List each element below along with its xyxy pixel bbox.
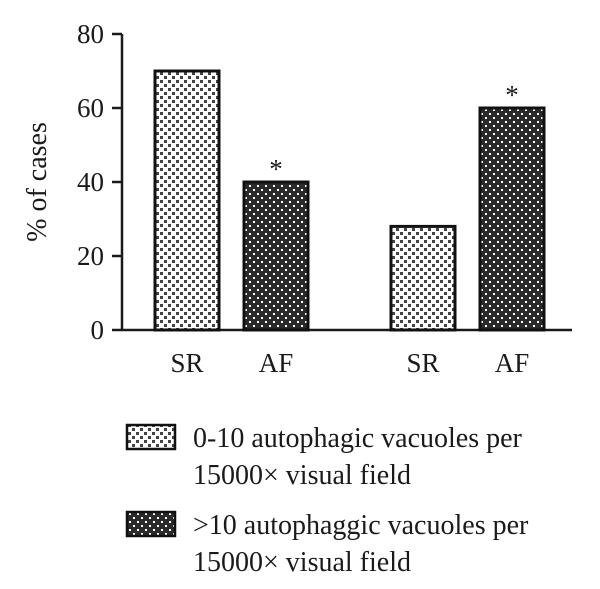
x-tick-label: AF bbox=[495, 348, 530, 378]
y-tick-label: 40 bbox=[77, 167, 104, 197]
legend-label: 15000× visual field bbox=[193, 460, 411, 491]
y-tick-label: 80 bbox=[77, 19, 104, 49]
legend-label: >10 autophaggic vacuoles per bbox=[193, 510, 529, 541]
legend-label: 15000× visual field bbox=[193, 547, 411, 578]
bar-af-group-2 bbox=[478, 106, 546, 332]
bars: ** bbox=[153, 69, 546, 332]
x-tick-label: AF bbox=[259, 348, 294, 378]
y-ticks: 0 20 40 60 80 bbox=[77, 19, 122, 345]
significance-marker: * bbox=[269, 154, 283, 184]
legend-swatch bbox=[125, 510, 177, 538]
y-tick-label: 0 bbox=[91, 315, 105, 345]
legend-swatch bbox=[125, 423, 177, 451]
x-tick-label: SR bbox=[406, 348, 439, 378]
x-labels: SR AF SR AF bbox=[170, 348, 529, 378]
bar-sr-group-2 bbox=[389, 224, 457, 332]
y-axis-title: % of cases bbox=[22, 122, 53, 242]
legend: 0-10 autophagic vacuoles per 15000× visua… bbox=[125, 423, 529, 578]
bar-af-group-1 bbox=[242, 180, 310, 332]
significance-marker: * bbox=[505, 80, 519, 110]
legend-label: 0-10 autophagic vacuoles per bbox=[193, 423, 523, 454]
x-tick-label: SR bbox=[170, 348, 203, 378]
y-tick-label: 20 bbox=[77, 241, 104, 271]
bar-sr-group-1 bbox=[153, 69, 221, 332]
y-tick-label: 60 bbox=[77, 93, 104, 123]
